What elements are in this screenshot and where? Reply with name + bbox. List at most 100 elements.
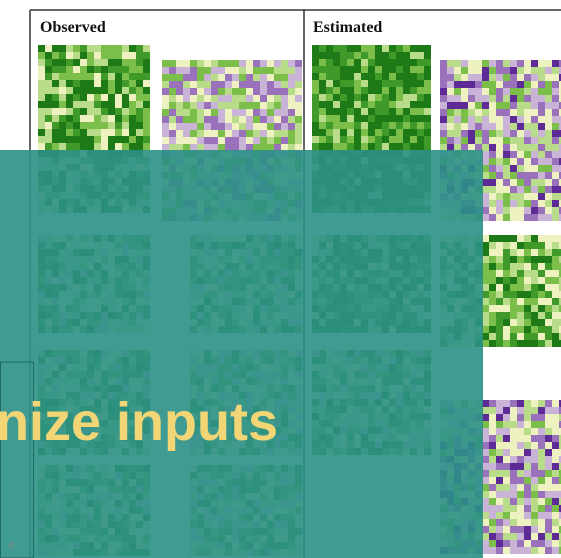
cell [281, 137, 288, 144]
cell [274, 116, 281, 123]
cell [552, 151, 559, 158]
cell [312, 80, 319, 87]
cell [531, 435, 538, 442]
cell [295, 144, 302, 151]
cell [482, 547, 489, 554]
cell [447, 102, 454, 109]
cell [538, 484, 545, 491]
cell [524, 172, 531, 179]
cell [246, 60, 253, 67]
cell [169, 95, 176, 102]
cell [503, 186, 510, 193]
cell [417, 94, 424, 101]
cell [461, 102, 468, 109]
cell [312, 73, 319, 80]
cell [538, 165, 545, 172]
cell [531, 400, 538, 407]
cell [524, 165, 531, 172]
cell [239, 116, 246, 123]
cell [45, 59, 52, 66]
cell [176, 123, 183, 130]
cell [552, 498, 559, 505]
cell [115, 80, 122, 87]
cell [354, 115, 361, 122]
cell [524, 340, 531, 347]
cell [531, 277, 538, 284]
cell [232, 95, 239, 102]
cell [197, 67, 204, 74]
cell [281, 81, 288, 88]
cell [524, 333, 531, 340]
cell [531, 491, 538, 498]
cell [368, 80, 375, 87]
cell [531, 249, 538, 256]
cell [447, 123, 454, 130]
cell [510, 130, 517, 137]
cell [510, 193, 517, 200]
cell [545, 130, 552, 137]
cell [417, 136, 424, 143]
cell [115, 115, 122, 122]
cell [517, 291, 524, 298]
cell [524, 421, 531, 428]
cell [218, 95, 225, 102]
cell [510, 123, 517, 130]
cell [545, 207, 552, 214]
cell [496, 400, 503, 407]
cell [73, 66, 80, 73]
cell [482, 498, 489, 505]
cell [389, 108, 396, 115]
cell [510, 484, 517, 491]
cell [545, 305, 552, 312]
cell [524, 305, 531, 312]
cell [538, 442, 545, 449]
cell [545, 137, 552, 144]
cell [45, 115, 52, 122]
cell [454, 137, 461, 144]
cell [461, 123, 468, 130]
cell [489, 540, 496, 547]
cell [496, 540, 503, 547]
cell [552, 533, 559, 540]
cell [417, 59, 424, 66]
cell [101, 87, 108, 94]
cell [253, 137, 260, 144]
cell [517, 158, 524, 165]
cell [239, 95, 246, 102]
cell [482, 74, 489, 81]
cell [253, 116, 260, 123]
cell [424, 101, 431, 108]
cell [447, 109, 454, 116]
cell [162, 130, 169, 137]
cell [129, 87, 136, 94]
cell [115, 108, 122, 115]
cell [552, 319, 559, 326]
cell [517, 277, 524, 284]
cell [468, 109, 475, 116]
cell [382, 101, 389, 108]
cell [87, 66, 94, 73]
cell [253, 95, 260, 102]
cell [295, 60, 302, 67]
cell [424, 80, 431, 87]
cell [52, 136, 59, 143]
cell [545, 109, 552, 116]
cell [503, 305, 510, 312]
cell [66, 45, 73, 52]
cell [136, 101, 143, 108]
cell [503, 435, 510, 442]
cell [232, 81, 239, 88]
cell [531, 414, 538, 421]
cell [340, 101, 347, 108]
cell [510, 540, 517, 547]
cell [396, 136, 403, 143]
cell [496, 498, 503, 505]
cell [524, 235, 531, 242]
cell [347, 108, 354, 115]
cell [267, 130, 274, 137]
cell [267, 109, 274, 116]
cell [482, 165, 489, 172]
cell [517, 256, 524, 263]
cell [538, 242, 545, 249]
cell [382, 136, 389, 143]
